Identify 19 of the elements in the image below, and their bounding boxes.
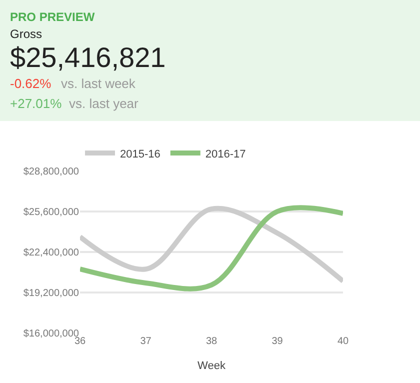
- x-axis-title: Week: [198, 360, 226, 372]
- text: vs. last year: [69, 96, 140, 111]
- text: Gross: [10, 27, 42, 41]
- legend-label: 2015-16: [120, 148, 160, 160]
- y-tick-label: $22,400,000: [23, 248, 80, 258]
- y-tick-label: $25,600,000: [23, 207, 80, 218]
- x-tick-label: 36: [74, 336, 86, 347]
- text: $25,416,821: [10, 42, 166, 73]
- x-tick-label: 39: [272, 336, 284, 347]
- text: +27.01%: [10, 96, 62, 111]
- legend-label: 2016-17: [205, 148, 246, 160]
- text: -0.62%: [10, 76, 52, 91]
- x-tick-label: 38: [206, 336, 218, 347]
- y-tick-label: $19,200,000: [23, 288, 80, 299]
- y-tick-label: $28,800,000: [23, 166, 80, 178]
- text: PRO PREVIEW: [10, 10, 96, 24]
- x-tick-label: 40: [337, 336, 349, 347]
- x-tick-label: 37: [140, 336, 152, 347]
- text: vs. last week: [61, 76, 136, 91]
